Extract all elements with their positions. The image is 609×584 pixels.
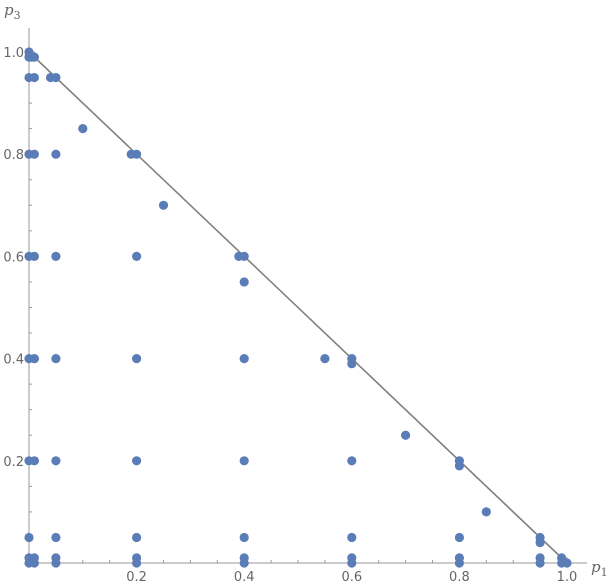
data-points — [24, 47, 572, 568]
data-point — [132, 532, 142, 543]
y-tick-label: 1.0 — [3, 46, 24, 61]
data-point — [401, 430, 411, 440]
x-tick-label: 0.2 — [126, 570, 147, 584]
data-point — [347, 532, 357, 543]
data-point — [239, 251, 249, 261]
data-point — [132, 354, 142, 364]
data-point — [320, 354, 330, 364]
data-point — [535, 558, 545, 568]
data-point — [29, 558, 39, 568]
data-point — [347, 456, 357, 466]
data-point — [239, 277, 249, 287]
data-point — [51, 532, 61, 543]
y-tick-label: 0.8 — [3, 148, 24, 163]
data-point — [29, 52, 39, 62]
data-point — [347, 558, 357, 568]
data-point — [51, 251, 61, 261]
data-point — [132, 456, 142, 466]
data-point — [481, 507, 491, 517]
x-tick-label: 0.4 — [234, 570, 255, 584]
data-point — [29, 149, 39, 159]
data-point — [132, 558, 142, 568]
data-point — [132, 149, 142, 159]
data-point — [347, 359, 357, 369]
x-tick-label: 0.8 — [449, 570, 470, 584]
data-point — [29, 354, 39, 364]
y-axis-label: p3 — [4, 1, 21, 22]
data-point — [51, 149, 61, 159]
y-tick-label: 0.6 — [3, 250, 24, 265]
data-point — [51, 558, 61, 568]
data-point — [29, 251, 39, 261]
data-point — [132, 251, 142, 261]
x-tick-label: 0.6 — [341, 570, 362, 584]
data-point — [78, 124, 88, 134]
data-point — [239, 558, 249, 568]
data-point — [239, 456, 249, 466]
data-point — [454, 461, 464, 471]
data-point — [158, 200, 169, 210]
data-point — [24, 532, 34, 543]
data-point — [454, 532, 464, 543]
data-point — [562, 558, 572, 568]
data-point — [29, 456, 39, 466]
data-point — [239, 354, 249, 364]
x-axis-label: p1 — [591, 558, 608, 579]
data-point — [51, 456, 61, 466]
y-tick-label: 0.2 — [3, 455, 24, 470]
axis-ticks: 0.2 0.4 0.6 0.8 1.0 0.2 0.4 0.6 0.8 1.0 — [3, 46, 577, 584]
data-point — [535, 537, 545, 548]
data-point — [454, 558, 464, 568]
data-point — [29, 72, 39, 83]
reference-line — [28, 51, 568, 564]
data-point — [51, 72, 61, 83]
data-point — [51, 354, 61, 364]
y-tick-label: 0.4 — [3, 353, 24, 368]
x-tick-label: 1.0 — [557, 570, 578, 584]
data-point — [239, 532, 249, 543]
